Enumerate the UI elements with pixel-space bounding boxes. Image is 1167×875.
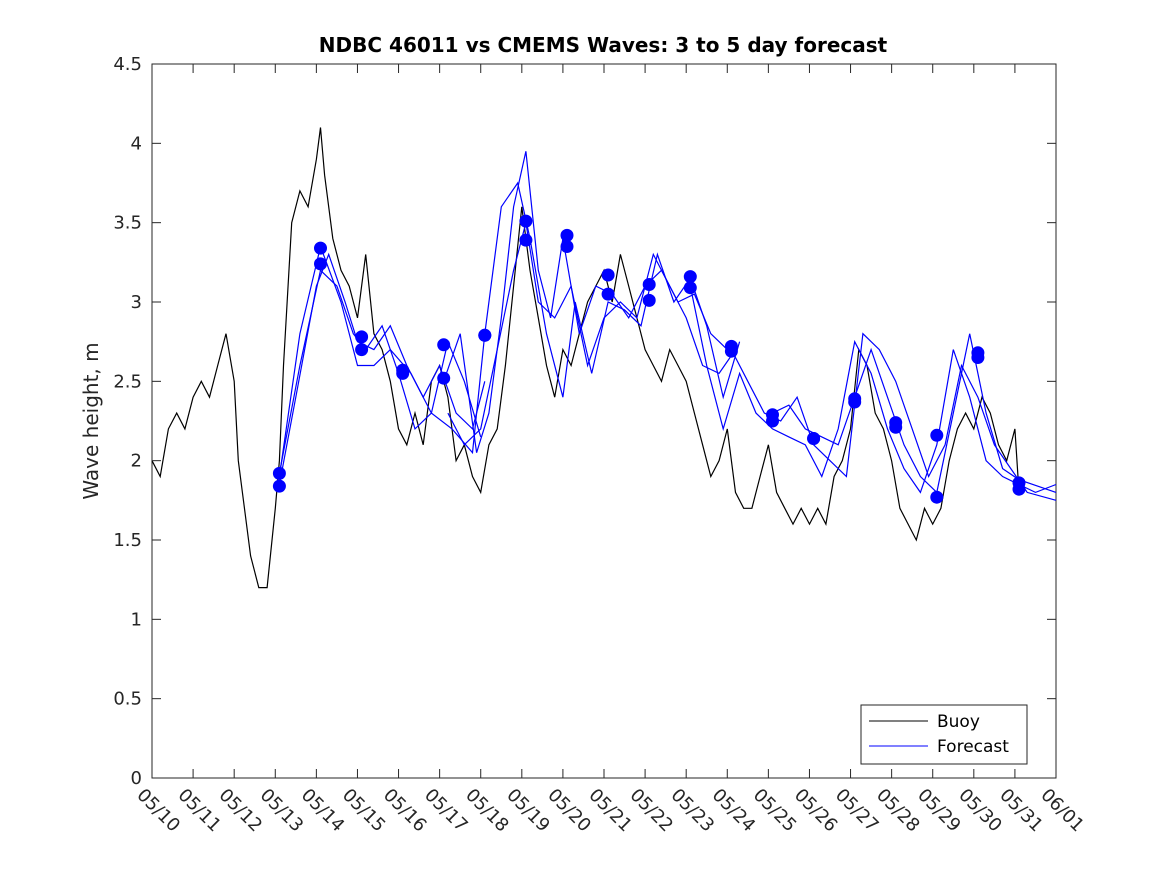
- forecast-line-7: [689, 285, 1057, 494]
- legend-box: [860, 704, 1028, 765]
- forecast-marker: [971, 351, 985, 364]
- y-tick-label: 2.5: [113, 371, 142, 392]
- forecast-marker: [889, 420, 903, 434]
- x-tick-label: 05/30: [954, 785, 1006, 837]
- forecast-marker: [1012, 482, 1026, 496]
- y-axis-label: Wave height, m: [79, 342, 103, 499]
- y-tick-label: 0.5: [113, 689, 142, 710]
- forecast-marker: [930, 428, 944, 442]
- buoy-series: [151, 127, 1020, 589]
- x-tick-label: 05/28: [872, 785, 924, 837]
- forecast-marker: [848, 395, 862, 409]
- forecast-marker: [642, 278, 656, 291]
- forecast-markers: [272, 214, 1026, 504]
- forecast-marker: [683, 281, 697, 295]
- x-tick-label: 05/26: [790, 785, 842, 837]
- forecast-marker: [272, 466, 286, 480]
- y-tick-label: 3: [131, 292, 142, 313]
- y-tick-label: 4.5: [113, 54, 142, 75]
- x-tick-label: 05/13: [256, 785, 308, 837]
- x-tick-label: 05/14: [297, 785, 349, 837]
- x-tick-label: 05/18: [461, 785, 513, 837]
- forecast-marker: [396, 366, 410, 380]
- forecast-line-5: [447, 222, 736, 446]
- y-tick-label: 0: [131, 768, 142, 789]
- x-tick-label: 05/10: [132, 785, 184, 837]
- forecast-marker: [560, 240, 574, 253]
- x-tick-label: 06/01: [1036, 785, 1088, 837]
- forecast-marker: [437, 371, 451, 385]
- x-tick-label: 05/31: [995, 785, 1047, 837]
- x-tick-label: 05/12: [215, 785, 267, 837]
- forecast-marker: [519, 233, 533, 247]
- x-tick-label: 05/23: [667, 785, 719, 837]
- x-tick-label: 05/24: [708, 785, 760, 837]
- forecast-marker: [766, 414, 779, 428]
- x-tick-label: 05/11: [174, 785, 226, 837]
- forecast-marker: [355, 330, 369, 344]
- forecast-marker: [272, 479, 286, 493]
- chart-title: NDBC 46011 vs CMEMS Waves: 3 to 5 day fo…: [319, 33, 888, 57]
- x-tick-label: 05/27: [831, 785, 883, 837]
- y-axis: 0 0.5 1 1.5 2 2.5 3 3.5 4 4.5: [113, 54, 1056, 789]
- plot-frame: [151, 63, 1057, 779]
- forecast-marker: [683, 270, 697, 284]
- y-tick-label: 4: [131, 133, 142, 154]
- x-tick-label: 05/16: [379, 785, 431, 837]
- x-tick-label: 05/15: [338, 785, 390, 837]
- forecast-line-8: [730, 332, 1057, 501]
- forecast-marker: [478, 328, 492, 342]
- y-tick-label: 1: [131, 609, 142, 630]
- x-tick-label: 05/21: [584, 785, 636, 837]
- forecast-marker: [355, 343, 369, 357]
- legend-label-forecast: Forecast: [937, 737, 1009, 757]
- forecast-marker: [314, 257, 327, 271]
- forecast-marker: [601, 287, 615, 301]
- buoy-line: [151, 127, 1020, 589]
- forecast-marker: [601, 268, 615, 282]
- x-tick-label: 05/29: [913, 785, 965, 837]
- x-tick-label: 05/19: [502, 785, 554, 837]
- x-tick-label: 05/25: [749, 785, 801, 837]
- forecast-marker: [930, 490, 944, 504]
- forecast-marker: [807, 432, 821, 445]
- forecast-marker: [437, 338, 451, 352]
- y-tick-label: 1.5: [113, 530, 142, 551]
- forecast-marker: [314, 241, 327, 255]
- forecast-marker: [642, 293, 656, 307]
- x-tick-label: 05/22: [626, 785, 678, 837]
- y-tick-label: 2: [131, 451, 142, 472]
- y-tick-label: 3.5: [113, 213, 142, 234]
- plot-area: [151, 63, 1057, 779]
- legend: Buoy Forecast: [860, 704, 1028, 765]
- forecast-marker: [724, 344, 738, 358]
- forecast-marker: [560, 228, 574, 242]
- x-tick-label: 05/20: [543, 785, 595, 837]
- legend-label-buoy: Buoy: [937, 712, 980, 732]
- x-tick-label: 05/17: [420, 785, 472, 837]
- forecast-marker: [519, 214, 533, 228]
